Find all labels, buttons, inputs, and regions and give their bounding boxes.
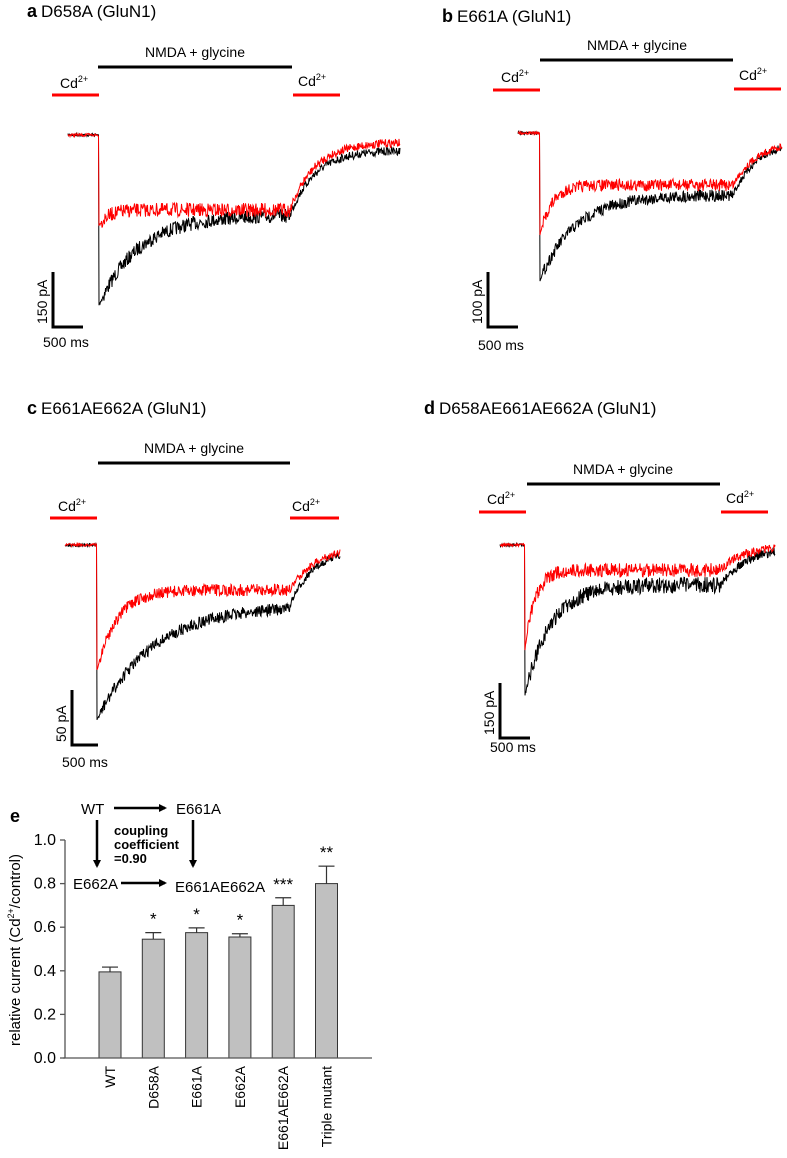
scale-bar (486, 272, 518, 329)
scale-time-label: 500 ms (490, 739, 536, 755)
double-mutant-cycle: WT E661A E662A E661AE662A coupling coeff… (73, 801, 265, 896)
cadmium-trace (499, 542, 776, 651)
bar (185, 932, 209, 1059)
panel-title: D658AE661AE662A (GluN1) (439, 399, 656, 418)
cycle-e662a: E662A (73, 876, 118, 893)
coupling-value: =0.90 (114, 851, 147, 866)
y-axis: 0.0 0.2 0.4 0.6 0.8 1.0 (34, 832, 65, 1067)
x-tick-label: D658A (145, 1065, 161, 1108)
significance-label: ** (320, 843, 334, 862)
panel-letter: c (27, 398, 37, 418)
control-trace (64, 542, 341, 721)
bar-group: * E662A (228, 911, 252, 1108)
panel-title: D658A (GluN1) (41, 2, 156, 21)
cadmium-trace (64, 541, 341, 671)
control-trace (517, 130, 783, 282)
y-axis-label: relative current (Cd2+/control) (6, 854, 24, 1046)
current-traces (499, 541, 776, 696)
coupling-text: coupling (114, 823, 168, 838)
scale-current-label: 50 pA (53, 705, 69, 742)
y-tick-label: 0.0 (34, 1050, 56, 1067)
panel-e-bar-chart: e relative current (Cd2+/control) 0.0 0.2… (6, 801, 372, 1150)
bar-group: *** E661AE662A (271, 875, 295, 1150)
bar-group: WT (98, 966, 122, 1088)
agonist-label: NMDA + glycine (573, 461, 673, 477)
cd-label: Cd2+ (739, 66, 767, 83)
significance-label: * (193, 905, 200, 924)
scale-bar (70, 690, 98, 747)
x-tick-label: Triple mutant (319, 1066, 335, 1147)
control-trace (67, 131, 401, 306)
significance-label: * (150, 910, 157, 929)
y-tick-label: 0.4 (34, 963, 56, 980)
panel-letter: d (424, 398, 435, 418)
cd-label: Cd2+ (298, 72, 326, 89)
x-tick-label: E661AE662A (275, 1065, 291, 1150)
cd-label: Cd2+ (726, 489, 754, 506)
significance-label: *** (273, 875, 293, 894)
panel-c: c E661AE662A (GluN1) NMDA + glycine Cd2+ … (27, 398, 341, 770)
significance-label: * (237, 911, 244, 930)
y-tick-label: 0.8 (34, 876, 56, 893)
bar-group: * E661A (185, 905, 209, 1108)
scale-time-label: 500 ms (62, 754, 108, 770)
scale-bar (51, 272, 83, 329)
cd-label: Cd2+ (501, 68, 529, 85)
cd-label: Cd2+ (292, 497, 320, 514)
cd-label: Cd2+ (58, 497, 86, 514)
bar (271, 904, 295, 1059)
y-tick-label: 0.6 (34, 919, 56, 936)
current-traces (517, 129, 783, 282)
bar (228, 936, 252, 1059)
cadmium-trace (517, 129, 783, 236)
panel-letter: a (27, 1, 38, 21)
cadmium-trace (67, 131, 401, 228)
panel-b: b E661A (GluN1) NMDA + glycine Cd2+ Cd2+ … (442, 6, 783, 353)
scale-current-label: 150 pA (481, 690, 497, 735)
bars: WT * D658A * E661A * E662A *** E661AE662A ** Tripl… (98, 843, 338, 1150)
scale-bar (498, 683, 530, 740)
cd-label: Cd2+ (60, 74, 88, 91)
bar (315, 883, 338, 1059)
panel-d: d D658AE661AE662A (GluN1) NMDA + glycine … (424, 398, 776, 755)
cycle-e661a: E661A (176, 801, 221, 818)
scale-current-label: 150 pA (34, 279, 50, 324)
bar-group: * D658A (141, 910, 165, 1109)
scale-time-label: 500 ms (43, 334, 89, 350)
panel-letter: b (442, 6, 453, 26)
cycle-double: E661AE662A (175, 879, 265, 896)
cycle-wt: WT (81, 801, 104, 818)
y-tick-label: 0.2 (34, 1006, 56, 1023)
bar (98, 971, 122, 1059)
panel-letter: e (10, 806, 20, 826)
panel-title: E661AE662A (GluN1) (41, 399, 206, 418)
scale-time-label: 500 ms (478, 337, 524, 353)
y-tick-label: 1.0 (34, 832, 56, 849)
bar (141, 938, 165, 1059)
x-tick-label: E662A (232, 1065, 248, 1108)
agonist-label: NMDA + glycine (144, 440, 244, 456)
x-tick-label: E661A (189, 1065, 205, 1108)
coupling-text: coefficient (114, 837, 180, 852)
agonist-label: NMDA + glycine (145, 44, 245, 60)
current-traces (64, 541, 341, 721)
x-tick-label: WT (102, 1066, 118, 1088)
panel-a: a D658A (GluN1) NMDA + glycine Cd2+ Cd2+ … (27, 1, 401, 350)
agonist-label: NMDA + glycine (587, 37, 687, 53)
scale-current-label: 100 pA (469, 279, 485, 324)
bar-group: ** Triple mutant (315, 843, 338, 1147)
cd-label: Cd2+ (487, 490, 515, 507)
control-trace (499, 541, 776, 696)
current-traces (67, 131, 401, 306)
panel-title: E661A (GluN1) (457, 7, 571, 26)
